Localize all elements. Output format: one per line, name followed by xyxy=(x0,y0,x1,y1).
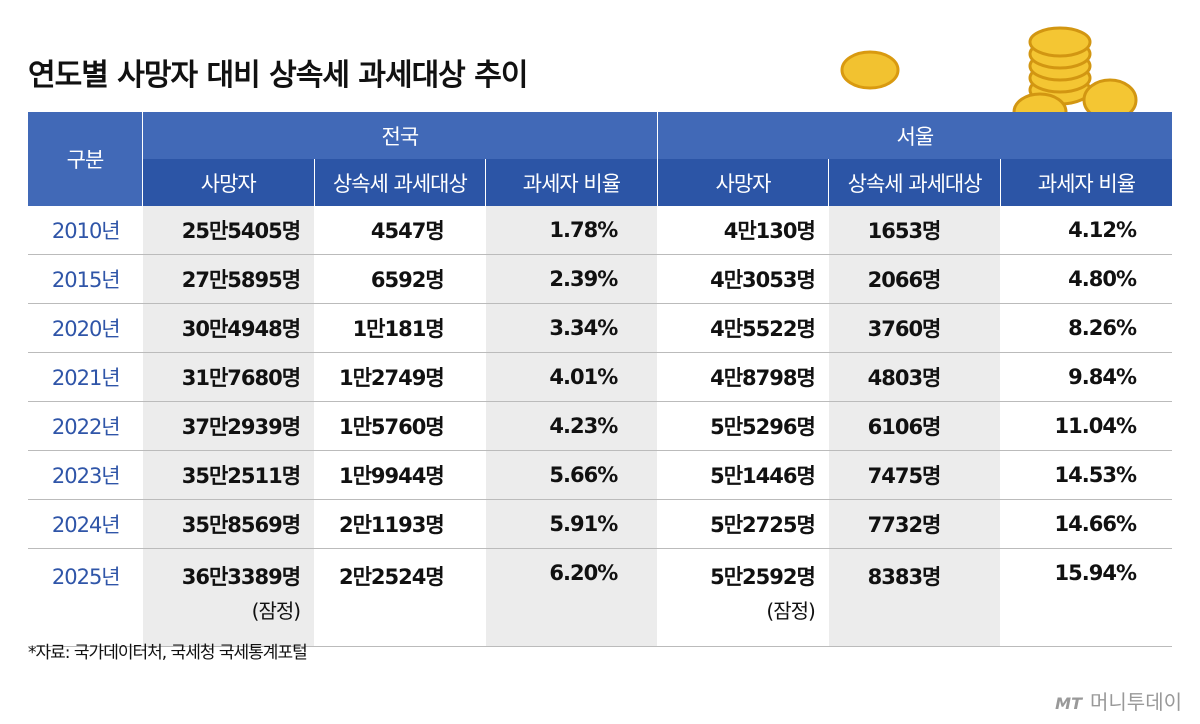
cell: 4만130명 xyxy=(657,206,829,255)
cell: 2066명 xyxy=(828,254,1001,304)
cell: 5.91% xyxy=(485,499,658,549)
cell: 4803명 xyxy=(828,352,1001,402)
cell: 2.39% xyxy=(485,254,658,304)
cell: 15.94% xyxy=(1000,548,1172,647)
row-label: 2025년 xyxy=(28,548,143,647)
cell: 4.01% xyxy=(485,352,658,402)
cell: 6.20% xyxy=(485,548,658,647)
sub-header: 사망자 xyxy=(142,159,315,206)
cell: 8383명 xyxy=(828,548,1001,647)
cell: 14.53% xyxy=(1000,450,1172,500)
cell: 11.04% xyxy=(1000,401,1172,451)
row-label: 2024년 xyxy=(28,499,143,549)
cell: 1.78% xyxy=(485,206,658,255)
table-row: 2015년 27만5895명 6592명 2.39% 4만3053명 2066명 4.80% xyxy=(28,254,1172,304)
table-row: 2022년 37만2939명 1만5760명 4.23% 5만5296명 6106명 11.… xyxy=(28,401,1172,451)
cell: 4만3053명 xyxy=(657,254,829,304)
cell: 27만5895명 xyxy=(142,254,315,304)
cell: 7475명 xyxy=(828,450,1001,500)
cell: 31만7680명 xyxy=(142,352,315,402)
cell: 14.66% xyxy=(1000,499,1172,549)
source: *자료: 국가데이터처, 국세청 국세통계포털 xyxy=(28,643,308,663)
cell: 3.34% xyxy=(485,303,658,353)
cell: 37만2939명 xyxy=(142,401,315,451)
cell: 6106명 xyxy=(828,401,1001,451)
logo-mark: MT xyxy=(1055,694,1082,713)
cell: 5만5296명 xyxy=(657,401,829,451)
row-label: 2020년 xyxy=(28,303,143,353)
cell: 4547명 xyxy=(314,206,486,255)
group-header: 전국 xyxy=(142,112,658,159)
cell: 1653명 xyxy=(828,206,1001,255)
cell: 35만8569명 xyxy=(142,499,315,549)
cell: 2만1193명 xyxy=(314,499,486,549)
corner-header: 구분 xyxy=(28,112,143,206)
sub-header: 과세자 비율 xyxy=(999,159,1172,206)
row-label: 2015년 xyxy=(28,254,143,304)
cell: 1만2749명 xyxy=(314,352,486,402)
cell: 7732명 xyxy=(828,499,1001,549)
logo-text: 머니투데이 xyxy=(1090,690,1182,714)
sub-header: 상속세 과세대상 xyxy=(828,159,1001,206)
cell: 36만3389명 (잠정) xyxy=(142,548,315,647)
cell: 1만181명 xyxy=(314,303,486,353)
sub-header: 과세자 비율 xyxy=(485,159,658,206)
table-row: 2010년 25만5405명 4547명 1.78% 4만130명 1653명 4.12% xyxy=(28,206,1172,255)
cell: 4만8798명 xyxy=(657,352,829,402)
sub-header: 사망자 xyxy=(656,159,829,206)
cell: 25만5405명 xyxy=(142,206,315,255)
cell: 6592명 xyxy=(314,254,486,304)
table-row: 2023년 35만2511명 1만9944명 5.66% 5만1446명 7475명 14.… xyxy=(28,450,1172,500)
table-row: 2020년 30만4948명 1만181명 3.34% 4만5522명 3760명 8.26… xyxy=(28,303,1172,353)
cell: 5만2592명 (잠정) xyxy=(657,548,829,647)
sub-header: 상속세 과세대상 xyxy=(313,159,486,206)
table-row: 2025년 36만3389명 (잠정) 2만2524명 6.20% 5만2592명 (잠정)… xyxy=(28,548,1172,647)
cell: 30만4948명 xyxy=(142,303,315,353)
provisional-note: (잠정) xyxy=(766,599,815,623)
data-table: 구분 전국 서울 사망자 상속세 과세대상 과세자 비율 사망자 상속세 과세대상 과세자… xyxy=(28,112,1172,647)
logo: MT 머니투데이 xyxy=(1055,686,1182,715)
row-label: 2010년 xyxy=(28,206,143,255)
cell: 4.80% xyxy=(1000,254,1172,304)
cell: 9.84% xyxy=(1000,352,1172,402)
cell: 1만5760명 xyxy=(314,401,486,451)
cell: 1만9944명 xyxy=(314,450,486,500)
table-row: 2024년 35만8569명 2만1193명 5.91% 5만2725명 7732명 14.… xyxy=(28,499,1172,549)
row-label: 2022년 xyxy=(28,401,143,451)
provisional-note: (잠정) xyxy=(251,599,301,623)
cell: 8.26% xyxy=(1000,303,1172,353)
title: 연도별 사망자 대비 상속세 과세대상 추이 xyxy=(28,58,528,93)
cell: 4만5522명 xyxy=(657,303,829,353)
cell: 5.66% xyxy=(485,450,658,500)
cell: 4.23% xyxy=(485,401,658,451)
cell: 35만2511명 xyxy=(142,450,315,500)
group-header: 서울 xyxy=(656,112,1172,159)
table-row: 2021년 31만7680명 1만2749명 4.01% 4만8798명 4803명 9.8… xyxy=(28,352,1172,402)
row-label: 2021년 xyxy=(28,352,143,402)
cell: 5만2725명 xyxy=(657,499,829,549)
cell: 2만2524명 xyxy=(314,548,486,647)
row-label: 2023년 xyxy=(28,450,143,500)
cell: 5만1446명 xyxy=(657,450,829,500)
cell: 4.12% xyxy=(1000,206,1172,255)
cell: 3760명 xyxy=(828,303,1001,353)
